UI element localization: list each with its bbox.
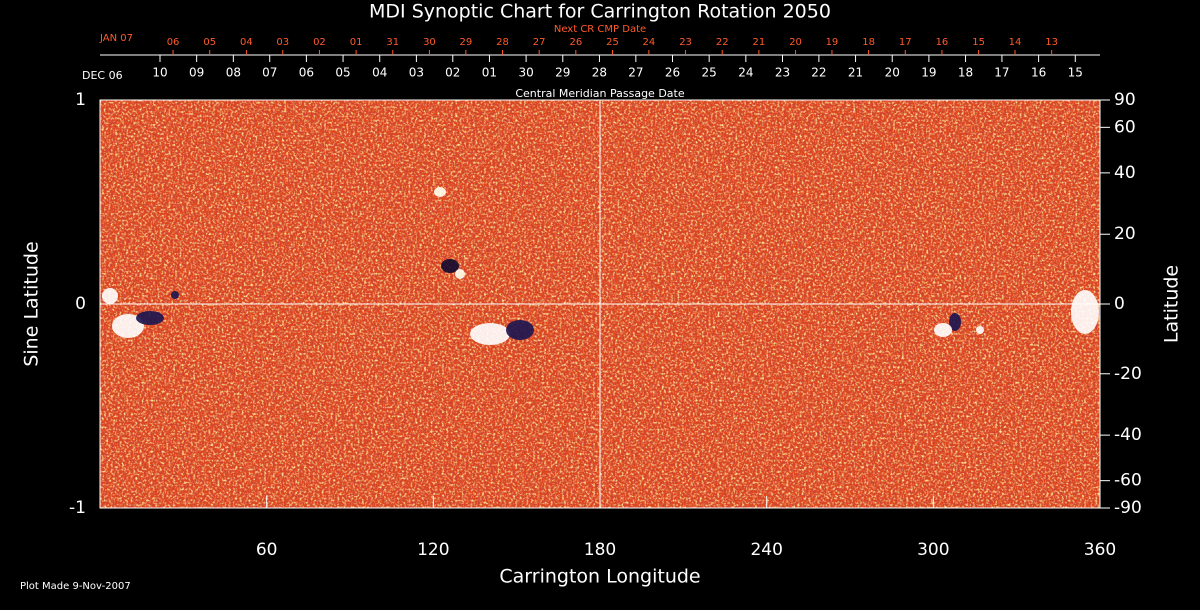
y2-tick-label: 0 xyxy=(1114,294,1125,314)
top-upper-tick-label: 21 xyxy=(753,37,766,48)
top-upper-tick-label: 28 xyxy=(496,37,509,48)
active-region xyxy=(102,288,118,304)
top-lower-tick-label: 22 xyxy=(811,66,826,80)
top-lower-tick-label: 02 xyxy=(445,66,460,80)
y2-tick-label: -20 xyxy=(1114,364,1142,384)
y2-tick-label: -90 xyxy=(1114,498,1142,518)
top-lower-tick-label: 16 xyxy=(1031,66,1046,80)
active-region xyxy=(1071,290,1099,334)
top-upper-tick-label: 14 xyxy=(1009,37,1022,48)
active-region xyxy=(949,313,961,331)
top-upper-tick-label: 06 xyxy=(167,37,180,48)
footnote: Plot Made 9-Nov-2007 xyxy=(20,581,131,592)
top-lower-tick-label: 20 xyxy=(885,66,900,80)
y2-tick-label: 20 xyxy=(1114,224,1136,244)
active-region xyxy=(506,320,534,340)
top-upper-start-label: JAN 07 xyxy=(99,33,133,44)
active-region xyxy=(455,269,465,279)
top-upper-tick-label: 15 xyxy=(972,37,985,48)
top-upper-tick-label: 16 xyxy=(936,37,949,48)
top-lower-tick-label: 21 xyxy=(848,66,863,80)
top-upper-tick-label: 01 xyxy=(350,37,363,48)
top-upper-tick-label: 05 xyxy=(203,37,216,48)
active-region xyxy=(112,314,144,338)
x-tick-label: 120 xyxy=(417,540,449,560)
y2-tick-label: -60 xyxy=(1114,471,1142,491)
top-upper-tick-label: 22 xyxy=(716,37,729,48)
y2-tick-label: 90 xyxy=(1114,90,1136,110)
x-tick-label: 180 xyxy=(584,540,616,560)
top-upper-tick-label: 25 xyxy=(606,37,619,48)
top-lower-tick-label: 06 xyxy=(299,66,314,80)
y-tick-label: 1 xyxy=(75,90,86,110)
top-lower-tick-label: 23 xyxy=(775,66,790,80)
top-lower-tick-label: 24 xyxy=(738,66,753,80)
top-lower-tick-label: 10 xyxy=(152,66,167,80)
top-lower-tick-label: 03 xyxy=(409,66,424,80)
top-lower-tick-label: 05 xyxy=(335,66,350,80)
active-region xyxy=(136,311,164,325)
y-tick-label: 0 xyxy=(75,294,86,314)
active-region xyxy=(171,291,179,299)
top-upper-tick-label: 04 xyxy=(240,37,253,48)
top-lower-tick-label: 26 xyxy=(665,66,680,80)
active-region xyxy=(470,323,510,345)
top-upper-tick-label: 29 xyxy=(459,37,472,48)
top-lower-tick-label: 28 xyxy=(592,66,607,80)
x-axis-label: Carrington Longitude xyxy=(499,566,700,588)
y-tick-label: -1 xyxy=(69,498,86,518)
top-upper-tick-label: 17 xyxy=(899,37,912,48)
chart-title: MDI Synoptic Chart for Carrington Rotati… xyxy=(369,1,831,23)
top-lower-tick-label: 27 xyxy=(628,66,643,80)
top-lower-tick-label: 04 xyxy=(372,66,387,80)
top-upper-tick-label: 27 xyxy=(533,37,546,48)
y-axis-label: Sine Latitude xyxy=(21,241,43,366)
top-upper-tick-label: 26 xyxy=(569,37,582,48)
top-lower-tick-label: 01 xyxy=(482,66,497,80)
x-tick-label: 300 xyxy=(917,540,949,560)
top-upper-tick-label: 19 xyxy=(826,37,839,48)
y2-tick-label: 40 xyxy=(1114,163,1136,183)
top-lower-tick-label: 17 xyxy=(994,66,1009,80)
top-upper-tick-label: 02 xyxy=(313,37,326,48)
active-region xyxy=(934,323,952,337)
active-region xyxy=(976,326,984,334)
top-upper-tick-label: 31 xyxy=(386,37,399,48)
top-lower-start-label: DEC 06 xyxy=(82,69,123,82)
x-tick-label: 240 xyxy=(750,540,782,560)
top-lower-tick-label: 09 xyxy=(189,66,204,80)
y2-axis-label: Latitude xyxy=(1161,265,1183,343)
top-upper-tick-label: 30 xyxy=(423,37,436,48)
top-upper-tick-label: 24 xyxy=(643,37,656,48)
top-lower-tick-label: 29 xyxy=(555,66,570,80)
top-lower-tick-label: 08 xyxy=(226,66,241,80)
top-lower-label: Central Meridian Passage Date xyxy=(515,87,684,100)
top-upper-tick-label: 20 xyxy=(789,37,802,48)
y2-tick-label: -40 xyxy=(1114,425,1142,445)
map xyxy=(100,100,1100,508)
top-upper-tick-label: 03 xyxy=(276,37,289,48)
top-lower-tick-label: 18 xyxy=(958,66,973,80)
top-lower-tick-label: 15 xyxy=(1068,66,1083,80)
active-region xyxy=(434,187,446,197)
top-upper-tick-label: 13 xyxy=(1045,37,1058,48)
top-lower-tick-label: 30 xyxy=(518,66,533,80)
top-lower-tick-label: 25 xyxy=(702,66,717,80)
top-upper-label: Next CR CMP Date xyxy=(554,24,646,35)
x-tick-label: 360 xyxy=(1084,540,1116,560)
top-lower-tick-label: 07 xyxy=(262,66,277,80)
top-upper-tick-label: 23 xyxy=(679,37,692,48)
top-upper-tick-label: 18 xyxy=(862,37,875,48)
x-tick-label: 60 xyxy=(256,540,278,560)
top-lower-tick-label: 19 xyxy=(921,66,936,80)
y2-tick-label: 60 xyxy=(1114,117,1136,137)
active-region xyxy=(441,259,459,273)
